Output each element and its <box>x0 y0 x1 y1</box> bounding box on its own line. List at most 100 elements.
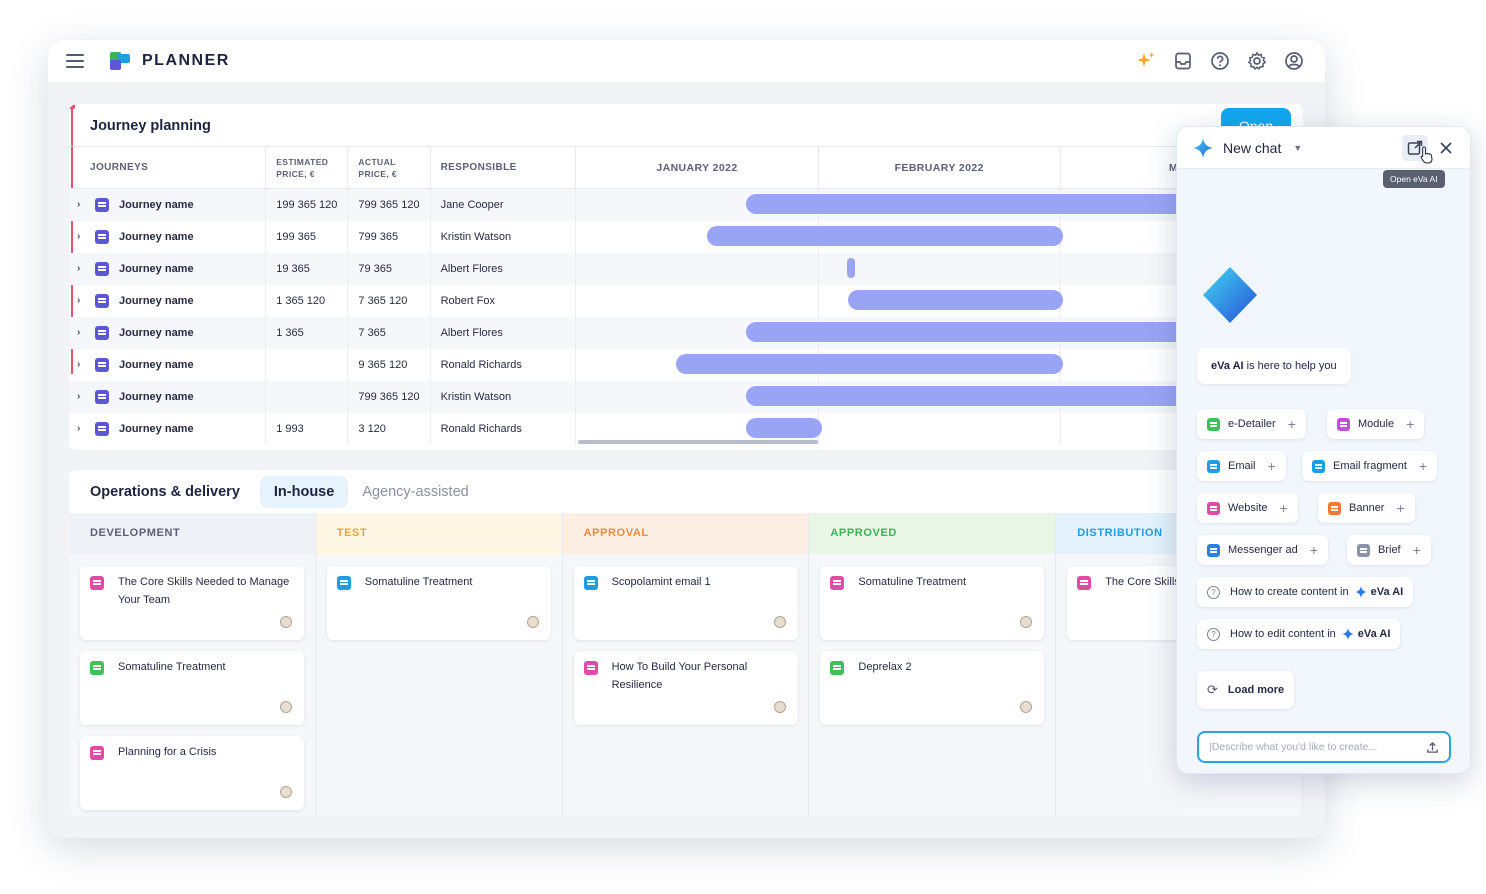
journey-name[interactable]: Journey name <box>119 262 194 275</box>
estimated-price <box>265 380 349 413</box>
menu-icon[interactable] <box>66 54 84 68</box>
task-card[interactable]: Somatuline Treatment <box>326 566 551 640</box>
responsible-name: Jane Cooper <box>430 188 577 221</box>
chevron-right-icon[interactable]: › <box>77 423 81 434</box>
table-row[interactable]: › Journey name 9 365 120 Ronald Richards <box>69 348 1303 381</box>
task-card[interactable]: Deprelax 2 <box>820 651 1045 725</box>
prompt-input[interactable] <box>1209 741 1426 753</box>
gantt-bar[interactable] <box>676 354 1063 374</box>
content-type-icon <box>1312 459 1325 473</box>
account-icon[interactable] <box>1283 50 1305 72</box>
suggestion-chip[interactable]: ? How to create content in eVa AI <box>1197 577 1414 607</box>
journey-name[interactable]: Journey name <box>119 294 194 307</box>
kanban-column: APPROVED Somatuline Treatment Deprelax 2 <box>809 513 1057 816</box>
task-card[interactable]: Somatuline Treatment <box>820 566 1045 640</box>
content-type-icon <box>1357 543 1370 557</box>
help-brand: eVa AI <box>1211 360 1244 372</box>
tab-agency-assisted[interactable]: Agency-assisted <box>362 483 469 500</box>
task-card[interactable]: The Core Skills Needed to Manage Your Te… <box>80 566 304 640</box>
task-card[interactable]: Somatuline Treatment <box>80 651 304 725</box>
kanban-column-header: APPROVED <box>809 513 1056 554</box>
gantt-bar[interactable] <box>847 258 855 278</box>
kanban-column: APPROVAL Scopolamint email 1 How To Build … <box>562 513 810 816</box>
actual-price: 799 365 120 <box>347 380 431 413</box>
chevron-right-icon[interactable]: › <box>77 199 81 211</box>
chevron-right-icon[interactable]: › <box>77 391 81 402</box>
cursor-icon <box>1420 146 1434 169</box>
estimated-price: 19 365 <box>265 252 349 285</box>
table-row[interactable]: › Journey name 19 365 79 365 Albert Flores <box>69 252 1303 285</box>
content-type-chip[interactable]: Website + <box>1197 493 1298 523</box>
estimated-price <box>265 348 349 381</box>
plus-icon[interactable]: + <box>1396 500 1405 516</box>
suggestion-chip[interactable]: ? How to edit content in eVa AI <box>1197 619 1401 649</box>
content-type-chip[interactable]: Banner + <box>1318 493 1415 523</box>
table-row[interactable]: › Journey name 1 365 120 7 365 120 Robert Fo… <box>69 284 1303 317</box>
chip-label: Email <box>1228 460 1256 472</box>
plus-icon[interactable]: + <box>1418 458 1428 474</box>
load-more-button[interactable]: ⟳ Load more <box>1197 671 1295 709</box>
horizontal-scrollbar[interactable] <box>578 440 818 444</box>
content-type-chip[interactable]: e-Detailer + <box>1197 409 1306 439</box>
prompt-field[interactable] <box>1197 731 1451 763</box>
gantt-bar[interactable] <box>746 386 1206 406</box>
estimated-price: 1 993 <box>265 412 349 445</box>
content-type-chip[interactable]: Brief + <box>1347 535 1431 565</box>
gantt-bar[interactable] <box>746 418 822 438</box>
task-card[interactable]: How To Build Your Personal Resilience <box>573 651 798 725</box>
inbox-icon[interactable] <box>1172 50 1194 72</box>
journey-planning-card: Journey planning Open JOURNEYS ESTIMATED… <box>69 104 1303 450</box>
sparkle-icon[interactable] <box>1135 50 1157 72</box>
plus-icon[interactable]: + <box>1412 542 1421 558</box>
journey-name[interactable]: Journey name <box>119 230 194 243</box>
avatar <box>773 616 786 628</box>
tab-in-house[interactable]: In-house <box>259 475 349 508</box>
col-journeys: JOURNEYS <box>69 146 267 189</box>
content-type-icon <box>90 576 104 590</box>
chat-title[interactable]: New chat <box>1223 139 1282 156</box>
journey-icon <box>95 197 109 212</box>
plus-icon[interactable]: + <box>1279 500 1288 516</box>
plus-icon[interactable]: + <box>1309 542 1318 558</box>
gantt-bar[interactable] <box>707 226 1063 246</box>
col-month: JANUARY 2022 <box>575 146 819 189</box>
question-icon: ? <box>1207 627 1220 641</box>
help-icon[interactable] <box>1209 50 1231 72</box>
chevron-right-icon[interactable]: › <box>77 359 81 370</box>
chevron-right-icon[interactable]: › <box>77 263 81 274</box>
gantt-bar[interactable] <box>746 194 1206 214</box>
content-type-chip[interactable]: Email fragment + <box>1302 451 1438 481</box>
journey-name[interactable]: Journey name <box>119 390 194 403</box>
content-type-chip[interactable]: Module + <box>1327 409 1425 439</box>
eva-ai-panel: New chat ▼ Open eVa AI eVa AI is here to… <box>1176 126 1471 774</box>
content-type-chip[interactable]: Email + <box>1197 451 1286 481</box>
settings-icon[interactable] <box>1246 50 1268 72</box>
upload-icon[interactable] <box>1426 741 1439 754</box>
content-type-icon <box>1077 576 1092 590</box>
plus-icon[interactable]: + <box>1267 458 1276 474</box>
responsible-name: Kristin Watson <box>430 220 577 253</box>
chip-label: Brief <box>1378 544 1401 556</box>
content-type-icon <box>1207 459 1220 473</box>
plus-icon[interactable]: + <box>1406 416 1415 432</box>
task-title: Somatuline Treatment <box>118 661 226 673</box>
eva-logo-icon <box>1203 267 1257 328</box>
journey-name[interactable]: Journey name <box>119 358 194 371</box>
chevron-right-icon[interactable]: › <box>77 295 81 306</box>
close-icon[interactable] <box>1436 138 1456 158</box>
responsible-name: Ronald Richards <box>430 412 577 445</box>
table-row[interactable]: › Journey name 199 365 799 365 Kristin Watso… <box>69 220 1303 253</box>
chevron-down-icon[interactable]: ▼ <box>1293 142 1303 153</box>
task-card[interactable]: Planning for a Crisis <box>80 736 304 810</box>
gantt-bar[interactable] <box>746 322 1206 342</box>
gantt-bar[interactable] <box>848 290 1063 310</box>
task-card[interactable]: Scopolamint email 1 <box>573 566 798 640</box>
chevron-right-icon[interactable]: › <box>77 327 81 338</box>
content-type-chip[interactable]: Messenger ad + <box>1197 535 1328 565</box>
chevron-right-icon[interactable]: › <box>77 231 81 242</box>
journey-name[interactable]: Journey name <box>119 326 194 339</box>
journey-name[interactable]: Journey name <box>119 198 194 211</box>
plus-icon[interactable]: + <box>1287 416 1296 432</box>
journey-name[interactable]: Journey name <box>119 422 194 435</box>
avatar <box>1020 701 1033 713</box>
